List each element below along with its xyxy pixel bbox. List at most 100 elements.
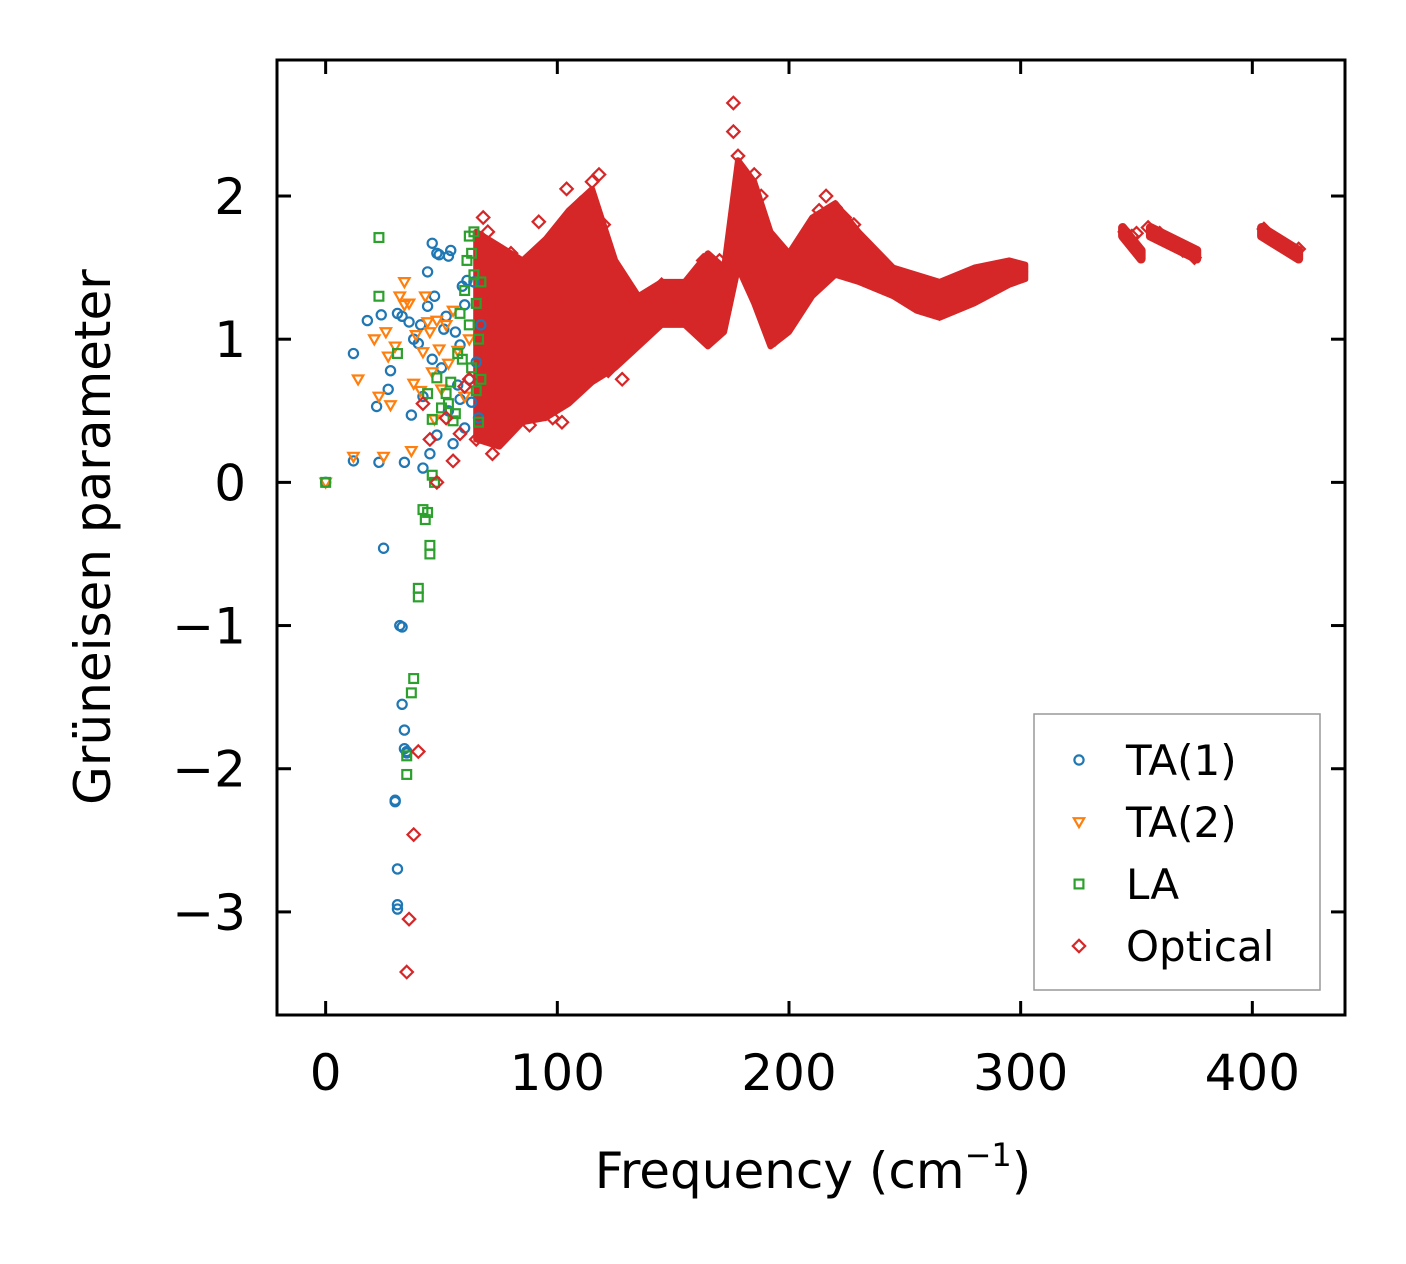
data-point <box>452 379 464 391</box>
data-point <box>371 391 387 404</box>
data-point <box>897 281 913 297</box>
data-point <box>563 216 579 233</box>
data-point <box>475 209 491 226</box>
data-point <box>475 276 487 288</box>
data-point <box>396 310 408 322</box>
data-point <box>389 795 401 808</box>
data-point <box>454 307 466 319</box>
data-point <box>818 188 834 204</box>
data-point <box>373 232 385 244</box>
data-point <box>404 445 419 459</box>
plot-frame <box>275 58 1347 1017</box>
data-point <box>730 148 746 164</box>
data-point <box>412 591 424 603</box>
data-point <box>491 410 508 426</box>
legend-label: TA(1) <box>1125 736 1237 785</box>
data-point <box>401 298 417 311</box>
data-point <box>421 300 434 312</box>
data-point <box>421 266 434 278</box>
legend-label: Optical <box>1126 922 1274 971</box>
data-point <box>716 302 732 319</box>
data-point <box>465 396 478 408</box>
data-point <box>415 395 431 412</box>
data-point <box>408 673 420 685</box>
data-point <box>503 245 519 262</box>
data-point <box>607 281 623 297</box>
data-point <box>405 687 417 699</box>
data-point <box>792 267 809 283</box>
data-point <box>456 353 468 365</box>
data-point <box>915 295 932 312</box>
legend-marker <box>1073 754 1085 766</box>
data-point <box>1256 221 1272 237</box>
data-point <box>388 341 403 354</box>
data-point <box>537 405 554 422</box>
data-point <box>554 414 570 430</box>
data-point <box>521 417 538 433</box>
data-point <box>420 317 435 330</box>
data-point <box>758 231 774 247</box>
data-point <box>398 456 411 469</box>
data-point <box>449 408 461 420</box>
data-point <box>391 903 404 915</box>
data-point <box>422 431 438 448</box>
legend-label: TA(2) <box>1125 798 1237 847</box>
data-point <box>762 267 779 283</box>
data-point <box>1117 224 1133 240</box>
y-tick-label: 1 <box>214 311 246 369</box>
data-point <box>438 410 454 426</box>
data-point <box>422 506 434 518</box>
data-point <box>725 95 742 111</box>
data-point <box>391 863 404 875</box>
data-point <box>445 244 457 257</box>
data-point <box>1140 219 1156 236</box>
data-point <box>943 288 959 304</box>
data-point <box>447 438 459 450</box>
data-point <box>440 388 452 400</box>
data-points <box>318 95 1307 980</box>
data-point <box>954 277 971 293</box>
data-point <box>412 582 424 594</box>
optical-band-fill <box>473 157 1029 450</box>
data-point <box>978 267 994 283</box>
data-point <box>836 209 853 226</box>
data-point <box>846 216 862 233</box>
data-point <box>466 247 478 259</box>
data-point <box>382 383 394 396</box>
data-point <box>396 698 408 711</box>
data-point <box>347 347 360 360</box>
data-point <box>885 274 901 290</box>
data-point <box>422 388 434 400</box>
data-point <box>424 539 436 551</box>
data-point <box>361 314 374 327</box>
data-point <box>531 214 547 230</box>
data-point <box>452 425 468 442</box>
data-point <box>383 400 398 413</box>
data-point <box>568 274 584 290</box>
data-point <box>449 326 462 338</box>
data-point <box>346 451 361 465</box>
data-point <box>855 238 871 254</box>
data-point <box>614 371 630 388</box>
data-point <box>526 267 542 283</box>
data-point <box>739 216 756 233</box>
data-point <box>1279 238 1295 254</box>
data-point <box>771 295 788 312</box>
y-tick-label: −1 <box>172 598 246 656</box>
data-point <box>676 305 693 322</box>
data-point <box>408 330 424 343</box>
data-point <box>600 362 617 379</box>
data-point <box>827 199 844 216</box>
data-point <box>577 252 593 269</box>
data-point <box>491 252 508 269</box>
data-point <box>619 288 635 304</box>
data-point <box>462 334 477 347</box>
data-point <box>450 345 465 359</box>
legend-entry: TA(2) <box>1071 798 1237 847</box>
axis-ticks: 0 100 200 300 400 2 1 0 −1 −2 −3 <box>172 60 1345 1102</box>
data-point <box>376 451 391 465</box>
data-point <box>591 166 607 183</box>
y-tick-label: 2 <box>214 168 246 226</box>
data-point <box>415 347 431 360</box>
